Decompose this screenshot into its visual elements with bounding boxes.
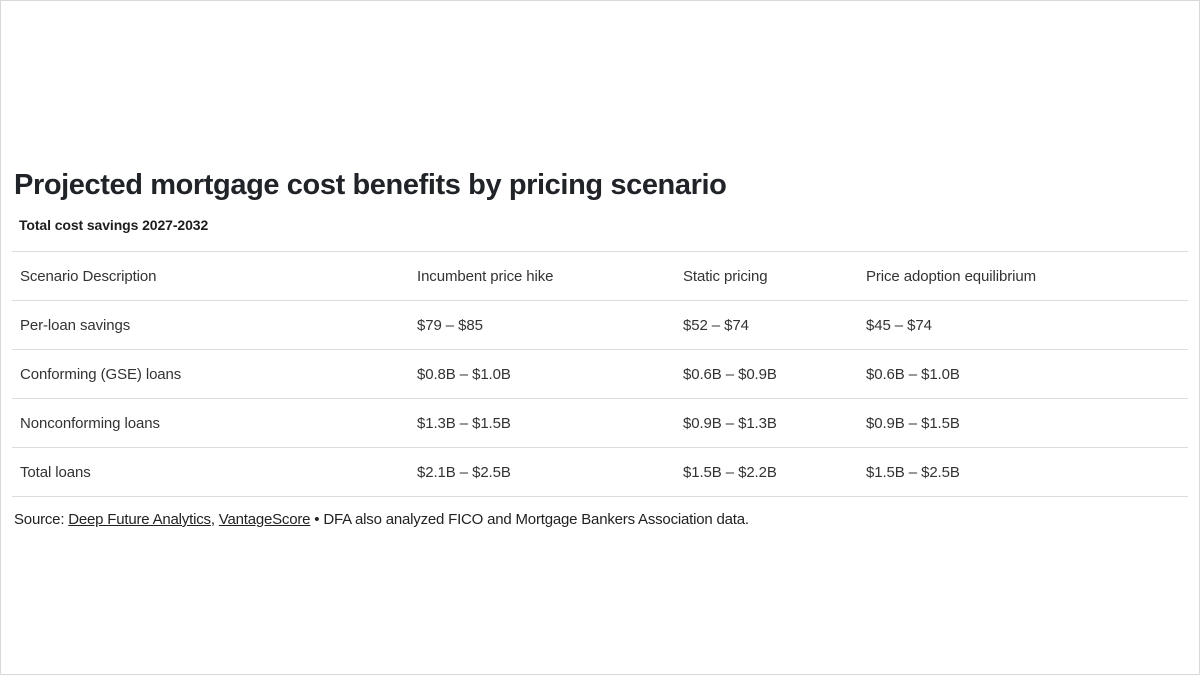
cell-value: $52 – $74 [675, 300, 858, 350]
table-row: Nonconforming loans $1.3B – $1.5B $0.9B … [12, 398, 1188, 448]
source-note: DFA also analyzed FICO and Mortgage Bank… [323, 511, 749, 528]
source-separator: , [210, 511, 219, 528]
column-header-scenario-description: Scenario Description [12, 251, 409, 301]
cell-value: $45 – $74 [858, 300, 1188, 350]
table-row: Per-loan savings $79 – $85 $52 – $74 $45… [12, 300, 1188, 350]
cell-value: $1.5B – $2.5B [858, 447, 1188, 497]
table-header-row: Scenario Description Incumbent price hik… [12, 251, 1188, 301]
column-header-incumbent-price-hike: Incumbent price hike [409, 251, 675, 301]
row-label: Total loans [12, 447, 409, 497]
source-prefix: Source: [14, 511, 69, 528]
source-line: Source: Deep Future Analytics, VantageSc… [14, 511, 749, 529]
table-row: Conforming (GSE) loans $0.8B – $1.0B $0.… [12, 349, 1188, 399]
cell-value: $0.9B – $1.3B [675, 398, 858, 448]
cell-value: $0.8B – $1.0B [409, 349, 675, 399]
cell-value: $1.5B – $2.2B [675, 447, 858, 497]
cell-value: $0.9B – $1.5B [858, 398, 1188, 448]
chart-subtitle: Total cost savings 2027-2032 [19, 217, 209, 233]
column-header-static-pricing: Static pricing [675, 251, 858, 301]
source-link-deep-future-analytics[interactable]: Deep Future Analytics [68, 511, 211, 528]
source-bullet: • [310, 511, 324, 528]
column-header-price-adoption-equilibrium: Price adoption equilibrium [858, 251, 1188, 301]
row-label: Per-loan savings [12, 300, 409, 350]
row-label: Nonconforming loans [12, 398, 409, 448]
cell-value: $1.3B – $1.5B [409, 398, 675, 448]
cell-value: $0.6B – $0.9B [675, 349, 858, 399]
source-link-vantagescore[interactable]: VantageScore [218, 511, 311, 528]
cell-value: $0.6B – $1.0B [858, 349, 1188, 399]
cell-value: $79 – $85 [409, 300, 675, 350]
cell-value: $2.1B – $2.5B [409, 447, 675, 497]
table-row: Total loans $2.1B – $2.5B $1.5B – $2.2B … [12, 447, 1188, 497]
page-title: Projected mortgage cost benefits by pric… [14, 169, 727, 202]
row-label: Conforming (GSE) loans [12, 349, 409, 399]
savings-table: Scenario Description Incumbent price hik… [12, 251, 1188, 497]
